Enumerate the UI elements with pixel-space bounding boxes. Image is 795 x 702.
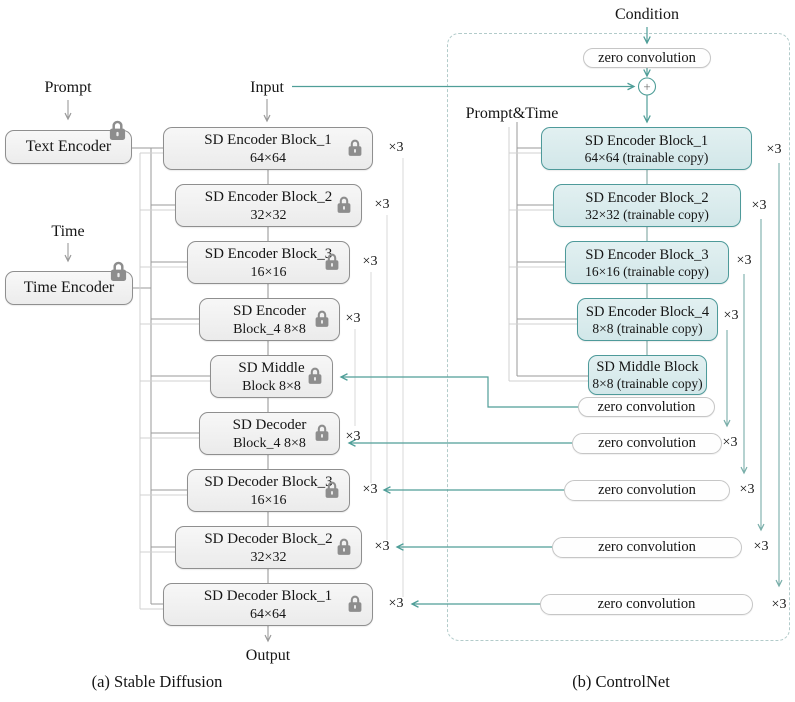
condition-label: Condition <box>614 6 679 23</box>
multiplier-sd-dec4: ×3 <box>345 429 361 444</box>
block-title: SD Encoder Block_1 <box>584 132 709 149</box>
multiplier-cn-enc3: ×3 <box>736 253 752 268</box>
multiplier-zeroconv3: ×3 <box>739 482 755 497</box>
multiplier-cn-enc2: ×3 <box>751 198 767 213</box>
block-subtitle: 8×8 (trainable copy) <box>592 320 703 336</box>
block-subtitle: 32×32 <box>250 207 287 223</box>
sd-skip-connections <box>354 158 404 597</box>
cn-encoder-block-4: SD Encoder Block_4 8×8 (trainable copy) <box>577 298 718 341</box>
sd-middle-block: SD Middle Block 8×8 <box>210 355 333 398</box>
zero-convolution-decoder4: zero convolution <box>572 433 722 454</box>
multiplier-sd-enc1: ×3 <box>388 140 404 155</box>
block-title: SD Decoder Block_1 <box>203 587 333 604</box>
block-subtitle: 8×8 (trainable copy) <box>592 376 703 391</box>
controlnet-container <box>447 33 790 641</box>
block-title: SD Encoder Block_3 <box>585 246 709 263</box>
block-title: SD Encoder Block_2 <box>585 189 709 206</box>
time-encoder-box: Time Encoder <box>5 261 133 305</box>
sd-encoder-block-1: SD Encoder Block_1 64×64 <box>163 127 373 170</box>
lock-icon <box>108 119 127 146</box>
lock-icon <box>314 308 330 332</box>
multiplier-sd-dec3: ×3 <box>362 482 378 497</box>
multiplier-cn-enc4: ×3 <box>723 308 739 323</box>
multiplier-sd-enc4: ×3 <box>345 311 361 326</box>
sd-encoder-block-4: SD Encoder Block_4 8×8 <box>199 298 340 341</box>
block-title: SD Encoder Block_2 <box>204 188 333 205</box>
block-subtitle: Block 8×8 <box>242 378 301 394</box>
zero-convolution-decoder3: zero convolution <box>564 480 730 501</box>
block-subtitle: Block_4 8×8 <box>233 321 306 337</box>
block-title: SD Middle Block <box>596 359 699 375</box>
block-subtitle: 64×64 <box>250 606 286 622</box>
sd-decoder-block-3: SD Decoder Block_3 16×16 <box>187 469 350 512</box>
prompt-label: Prompt <box>44 79 92 96</box>
block-subtitle: 16×16 <box>250 492 287 508</box>
block-title: SD Encoder Block_1 <box>204 131 332 148</box>
lock-icon <box>324 251 340 275</box>
block-subtitle: 64×64 (trainable copy) <box>584 149 709 165</box>
time-label: Time <box>51 223 85 240</box>
input-label: Input <box>250 79 284 96</box>
sd-encoder-block-2: SD Encoder Block_2 32×32 <box>175 184 362 227</box>
sd-decoder-block-4: SD Decoder Block_4 8×8 <box>199 412 340 455</box>
cn-encoder-block-3: SD Encoder Block_3 16×16 (trainable copy… <box>565 241 729 284</box>
lock-icon <box>307 365 323 389</box>
lock-icon <box>336 536 352 560</box>
lock-icon <box>347 137 363 161</box>
multiplier-sd-enc3: ×3 <box>362 254 378 269</box>
time-encoder-label: Time Encoder <box>23 279 115 296</box>
multiplier-zeroconv1: ×3 <box>771 597 787 612</box>
multiplier-sd-dec1: ×3 <box>388 596 404 611</box>
block-title: SD Encoder Block_4 <box>585 303 710 320</box>
caption-controlnet: (b) ControlNet <box>572 672 670 691</box>
zero-convolution-middle: zero convolution <box>578 397 715 417</box>
lock-icon <box>314 422 330 446</box>
block-subtitle: 64×64 <box>250 150 286 166</box>
zero-convolution-decoder2: zero convolution <box>552 537 742 558</box>
prompt-and-time-label: Prompt&Time <box>465 105 559 122</box>
block-subtitle: 16×16 (trainable copy) <box>585 263 709 279</box>
zero-convolution-condition: zero convolution <box>583 48 711 68</box>
cn-encoder-block-1: SD Encoder Block_1 64×64 (trainable copy… <box>541 127 752 170</box>
multiplier-sd-enc2: ×3 <box>374 197 390 212</box>
zero-convolution-decoder1: zero convolution <box>540 594 753 615</box>
block-subtitle: 32×32 <box>250 549 287 565</box>
caption-stable-diffusion: (a) Stable Diffusion <box>91 672 223 691</box>
sd-decoder-block-1: SD Decoder Block_1 64×64 <box>163 583 373 626</box>
block-subtitle: 16×16 <box>250 264 287 280</box>
text-encoder-label: Text Encoder <box>25 138 112 155</box>
block-title: SD Decoder Block_3 <box>204 473 333 490</box>
text-encoder-box: Text Encoder <box>5 120 132 164</box>
multiplier-sd-dec2: ×3 <box>374 539 390 554</box>
block-title: SD Encoder <box>233 302 306 319</box>
lock-icon <box>109 260 128 287</box>
block-title: SD Decoder <box>232 416 307 433</box>
multiplier-cn-enc1: ×3 <box>766 142 782 157</box>
output-label: Output <box>245 647 291 664</box>
cn-encoder-block-2: SD Encoder Block_2 32×32 (trainable copy… <box>553 184 741 227</box>
cn-middle-block: SD Middle Block 8×8 (trainable copy) <box>588 355 707 395</box>
block-title: SD Encoder Block_3 <box>204 245 333 262</box>
block-title: SD Decoder Block_2 <box>204 530 333 547</box>
lock-icon <box>336 194 352 218</box>
block-title: SD Middle <box>238 359 305 376</box>
multiplier-zeroconv2: ×3 <box>753 539 769 554</box>
sd-encoder-block-3: SD Encoder Block_3 16×16 <box>187 241 350 284</box>
lock-icon <box>324 479 340 503</box>
lock-icon <box>347 593 363 617</box>
multiplier-zeroconv4: ×3 <box>722 435 738 450</box>
sd-decoder-block-2: SD Decoder Block_2 32×32 <box>175 526 362 569</box>
block-subtitle: Block_4 8×8 <box>233 435 306 451</box>
block-subtitle: 32×32 (trainable copy) <box>585 206 709 222</box>
